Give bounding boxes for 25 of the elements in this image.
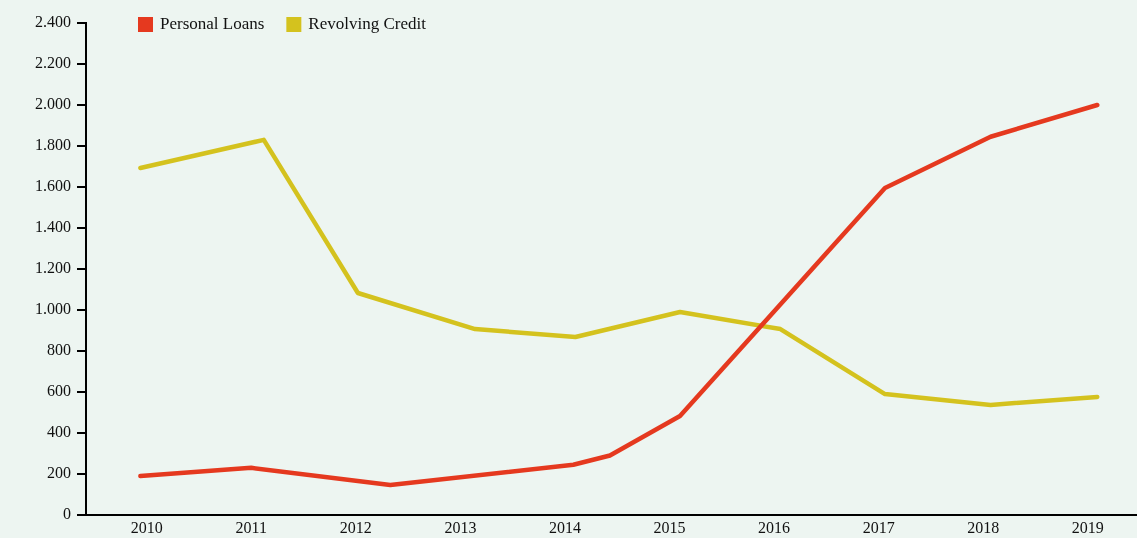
x-tick-label: 2012 (339, 518, 372, 536)
x-tick-label: 2019 (1071, 518, 1104, 536)
x-tick-label: 2011 (235, 518, 267, 536)
x-tick-label: 2014 (548, 518, 581, 536)
x-tick-label: 2010 (130, 518, 163, 536)
y-tick-label: 0 (63, 505, 71, 523)
x-tick-label: 2017 (862, 518, 895, 536)
y-tick-label: 1.800 (35, 136, 71, 154)
y-tick-label: 1.600 (35, 177, 71, 195)
y-tick-label: 2.200 (35, 54, 71, 72)
x-tick-label: 2016 (758, 518, 791, 536)
legend-label: Revolving Credit (308, 14, 427, 34)
y-tick-label: 1.200 (35, 259, 71, 277)
x-tick-label: 2015 (653, 518, 686, 536)
y-tick-label: 1.400 (35, 218, 71, 236)
x-tick-label: 2018 (967, 518, 1000, 536)
y-tick-label: 2.000 (35, 95, 71, 113)
y-tick-label: 200 (47, 464, 71, 482)
y-tick-label: 2.400 (35, 13, 71, 31)
y-tick-label: 600 (47, 382, 71, 400)
y-tick-label: 800 (47, 341, 71, 359)
y-tick-label: 1.000 (35, 300, 71, 318)
x-tick-label: 2013 (444, 518, 477, 536)
legend-label: Personal Loans (160, 14, 265, 34)
y-tick-label: 400 (47, 423, 71, 441)
